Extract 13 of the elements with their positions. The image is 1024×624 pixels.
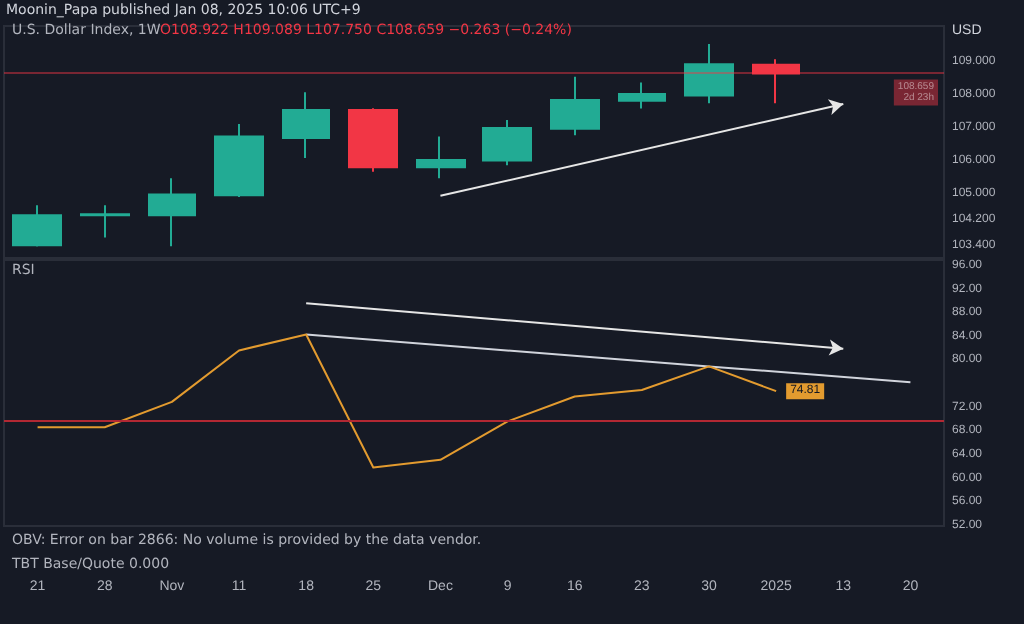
candlestick [482,119,532,167]
candlestick [752,58,800,105]
candlestick [282,91,330,159]
candlestick [416,135,466,180]
candlestick [348,107,398,173]
candlestick [684,43,734,105]
candlestick [214,123,264,199]
candlestick [550,75,600,137]
candlestick [618,81,666,110]
candlestick [148,177,196,248]
candlestick [80,204,130,239]
line-series [36,333,778,469]
candlestick [12,204,62,248]
